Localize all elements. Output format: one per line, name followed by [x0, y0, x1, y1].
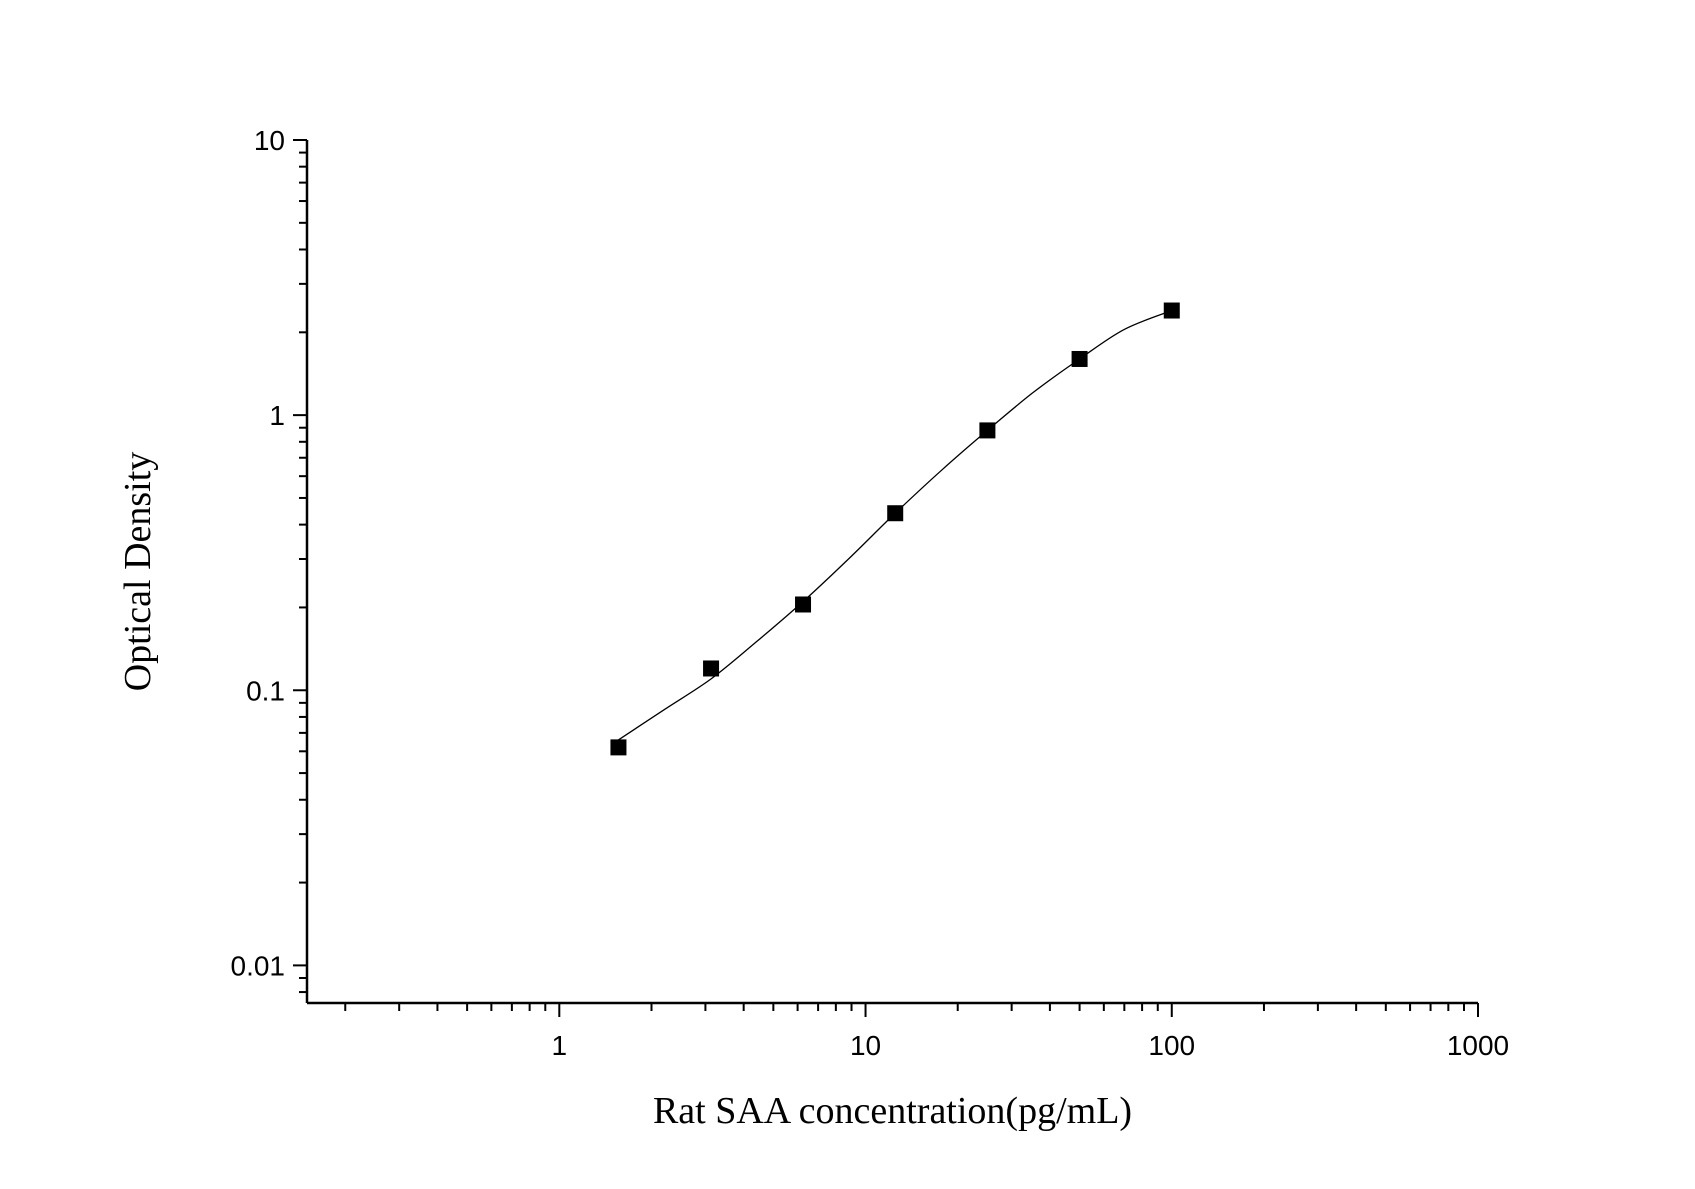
data-point-marker	[703, 660, 720, 677]
x-tick-label: 1000	[1447, 1030, 1509, 1061]
data-point-marker	[979, 422, 996, 439]
x-axis-title: Rat SAA concentration(pg/mL)	[653, 1090, 1132, 1132]
x-axis-ticks: 1 10 100 1000	[344, 1003, 1509, 1061]
fit-curve-line	[618, 309, 1173, 741]
data-point-marker	[887, 505, 904, 522]
x-tick-label: 1	[552, 1030, 568, 1061]
y-tick-label: 1	[269, 400, 285, 431]
data-point-marker	[610, 739, 627, 756]
y-tick-label: 0.01	[231, 950, 286, 981]
y-tick-label: 0.1	[246, 675, 285, 706]
data-point-marker	[1163, 302, 1180, 319]
data-point-marker	[795, 596, 812, 613]
axes	[305, 140, 1478, 1005]
y-axis-ticks: 0.01 0.1 1 10	[231, 125, 307, 994]
x-tick-label: 10	[850, 1030, 881, 1061]
y-tick-label: 10	[254, 125, 285, 156]
plot-area	[610, 302, 1180, 756]
data-point-marker	[1071, 350, 1088, 367]
x-tick-label: 100	[1148, 1030, 1195, 1061]
y-axis-title: Optical Density	[117, 452, 159, 692]
